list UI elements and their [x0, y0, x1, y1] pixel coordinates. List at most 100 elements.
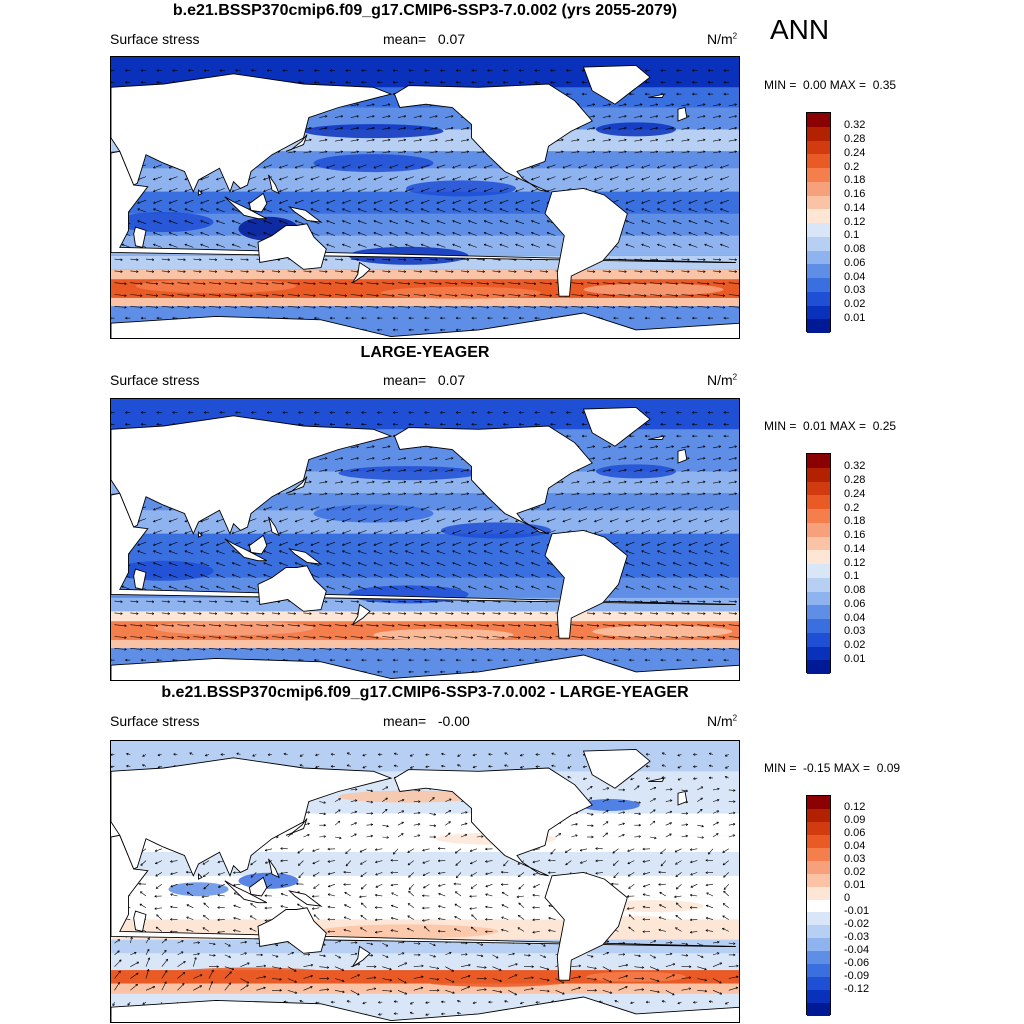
- colorbar-swatch: [807, 522, 830, 537]
- colorbar-swatch: [807, 873, 830, 887]
- colorbar-label: 0.03: [844, 284, 866, 297]
- panel1-stress-region: [303, 124, 444, 139]
- colorbar-label: 0.02: [844, 639, 866, 651]
- colorbar-swatch: [807, 126, 830, 141]
- panel1-stress-region: [583, 283, 724, 296]
- panel3-units: N/m2: [707, 713, 738, 729]
- colorbar-label: 0.14: [844, 542, 866, 555]
- colorbar-label: 0.08: [844, 584, 866, 596]
- panel3-colorbar: [806, 795, 831, 1016]
- panel3-stress-region: [579, 799, 640, 811]
- panel2-stress-band: [111, 611, 739, 622]
- colorbar-swatch: [807, 495, 830, 509]
- colorbar-swatch: [807, 181, 830, 196]
- land-indonesia: [224, 538, 268, 562]
- colorbar-label: 0.24: [844, 146, 866, 159]
- colorbar-swatch: [807, 209, 830, 223]
- panel2-mean: mean= 0.07: [383, 372, 465, 388]
- colorbar-swatch: [807, 467, 830, 482]
- colorbar-label: 0.06: [844, 597, 866, 610]
- colorbar-label: 0.01: [844, 311, 866, 324]
- colorbar-label: 0.16: [844, 188, 866, 200]
- panel3-minmax: MIN = -0.15 MAX = 0.09: [764, 761, 901, 775]
- panel1-max: 0.35: [872, 78, 897, 92]
- panel2-stress-region: [592, 625, 733, 638]
- colorbar-label: -0.02: [844, 917, 870, 930]
- colorbar-swatch: [807, 964, 830, 978]
- panel2-land: [111, 406, 739, 680]
- colorbar-label: 0.32: [844, 119, 866, 132]
- land-philippines: [268, 858, 280, 879]
- colorbar-swatch: [807, 305, 830, 320]
- panel3-mean-label: mean=: [383, 713, 427, 729]
- season-label: ANN: [770, 14, 830, 45]
- colorbar-label: -0.01: [844, 904, 870, 917]
- panel1-stress-region: [313, 154, 434, 173]
- land-srilanka: [198, 873, 203, 880]
- panel1-mean-label: mean=: [383, 31, 427, 47]
- land-japan: [285, 818, 308, 836]
- land-iceland: [648, 93, 665, 98]
- land-nz: [352, 261, 371, 284]
- panel2-mean-value: 0.07: [437, 372, 466, 388]
- colorbar-label: 0.03: [844, 853, 866, 866]
- panel3-stress-region: [426, 976, 566, 987]
- colorbar-swatch: [807, 938, 830, 952]
- land-iceland: [648, 435, 665, 440]
- colorbar-swatch: [807, 925, 830, 939]
- colorbar-swatch: [807, 140, 830, 155]
- colorbar-label: 0.18: [844, 174, 866, 187]
- panel3-stress-region: [318, 924, 499, 939]
- colorbar-swatch: [807, 577, 830, 592]
- land-samerica: [544, 871, 628, 981]
- land-iceland: [648, 777, 665, 782]
- panel2-title: LARGE-YEAGER: [360, 344, 490, 361]
- colorbar-label: 0.02: [844, 866, 866, 879]
- colorbar-swatch: [807, 847, 830, 861]
- land-uk: [677, 106, 688, 122]
- land-samerica: [544, 529, 628, 639]
- colorbar-swatch: [807, 591, 830, 606]
- colorbar-swatch: [807, 536, 830, 551]
- colorbar-swatch: [807, 646, 830, 661]
- panel1-map: [110, 56, 740, 339]
- land-antarctica: [111, 996, 739, 1022]
- colorbar-swatch: [807, 509, 830, 523]
- colorbar-swatch: [807, 990, 830, 1003]
- colorbar-swatch: [807, 619, 830, 633]
- colorbar-label: 0.08: [844, 243, 866, 255]
- land-srilanka: [198, 531, 203, 538]
- colorbar-label: 0.01: [844, 879, 866, 892]
- land-eurasia: [111, 415, 393, 536]
- land-antarctica: [111, 312, 739, 338]
- colorbar-swatch: [807, 278, 830, 292]
- panel1-mean-value: 0.07: [437, 31, 466, 47]
- panel1-mean: mean= 0.07: [383, 31, 465, 47]
- land-greenland: [582, 406, 651, 447]
- colorbar-swatch: [807, 808, 830, 822]
- colorbar-label: -0.03: [844, 930, 870, 943]
- colorbar-label: 0.06: [844, 256, 866, 269]
- panel2-units: N/m2: [707, 372, 738, 388]
- panel2-stress-region: [348, 585, 469, 604]
- land-namerica: [393, 767, 593, 877]
- land-namerica: [393, 425, 593, 535]
- land-madagascar: [133, 226, 147, 248]
- colorbar-swatch: [807, 977, 830, 991]
- land-srilanka: [198, 189, 203, 196]
- colorbar-swatch: [807, 860, 830, 874]
- panel3-max: 0.09: [876, 761, 901, 775]
- land-philippines: [268, 174, 280, 195]
- colorbar-swatch: [807, 454, 830, 468]
- colorbar-label: 0.14: [844, 201, 866, 214]
- panel1-stress-region: [596, 122, 676, 137]
- panel1-map-svg: [111, 57, 739, 338]
- panel1-colorbar: [806, 112, 831, 333]
- colorbar-swatch: [807, 899, 830, 913]
- land-indonesia: [224, 196, 268, 220]
- panel2-stress-region: [596, 464, 676, 479]
- panel3-min: -0.15: [803, 761, 831, 775]
- panel3-mean: mean= -0.00: [383, 713, 470, 729]
- colorbar-swatch: [807, 291, 830, 306]
- colorbar-swatch: [807, 821, 830, 835]
